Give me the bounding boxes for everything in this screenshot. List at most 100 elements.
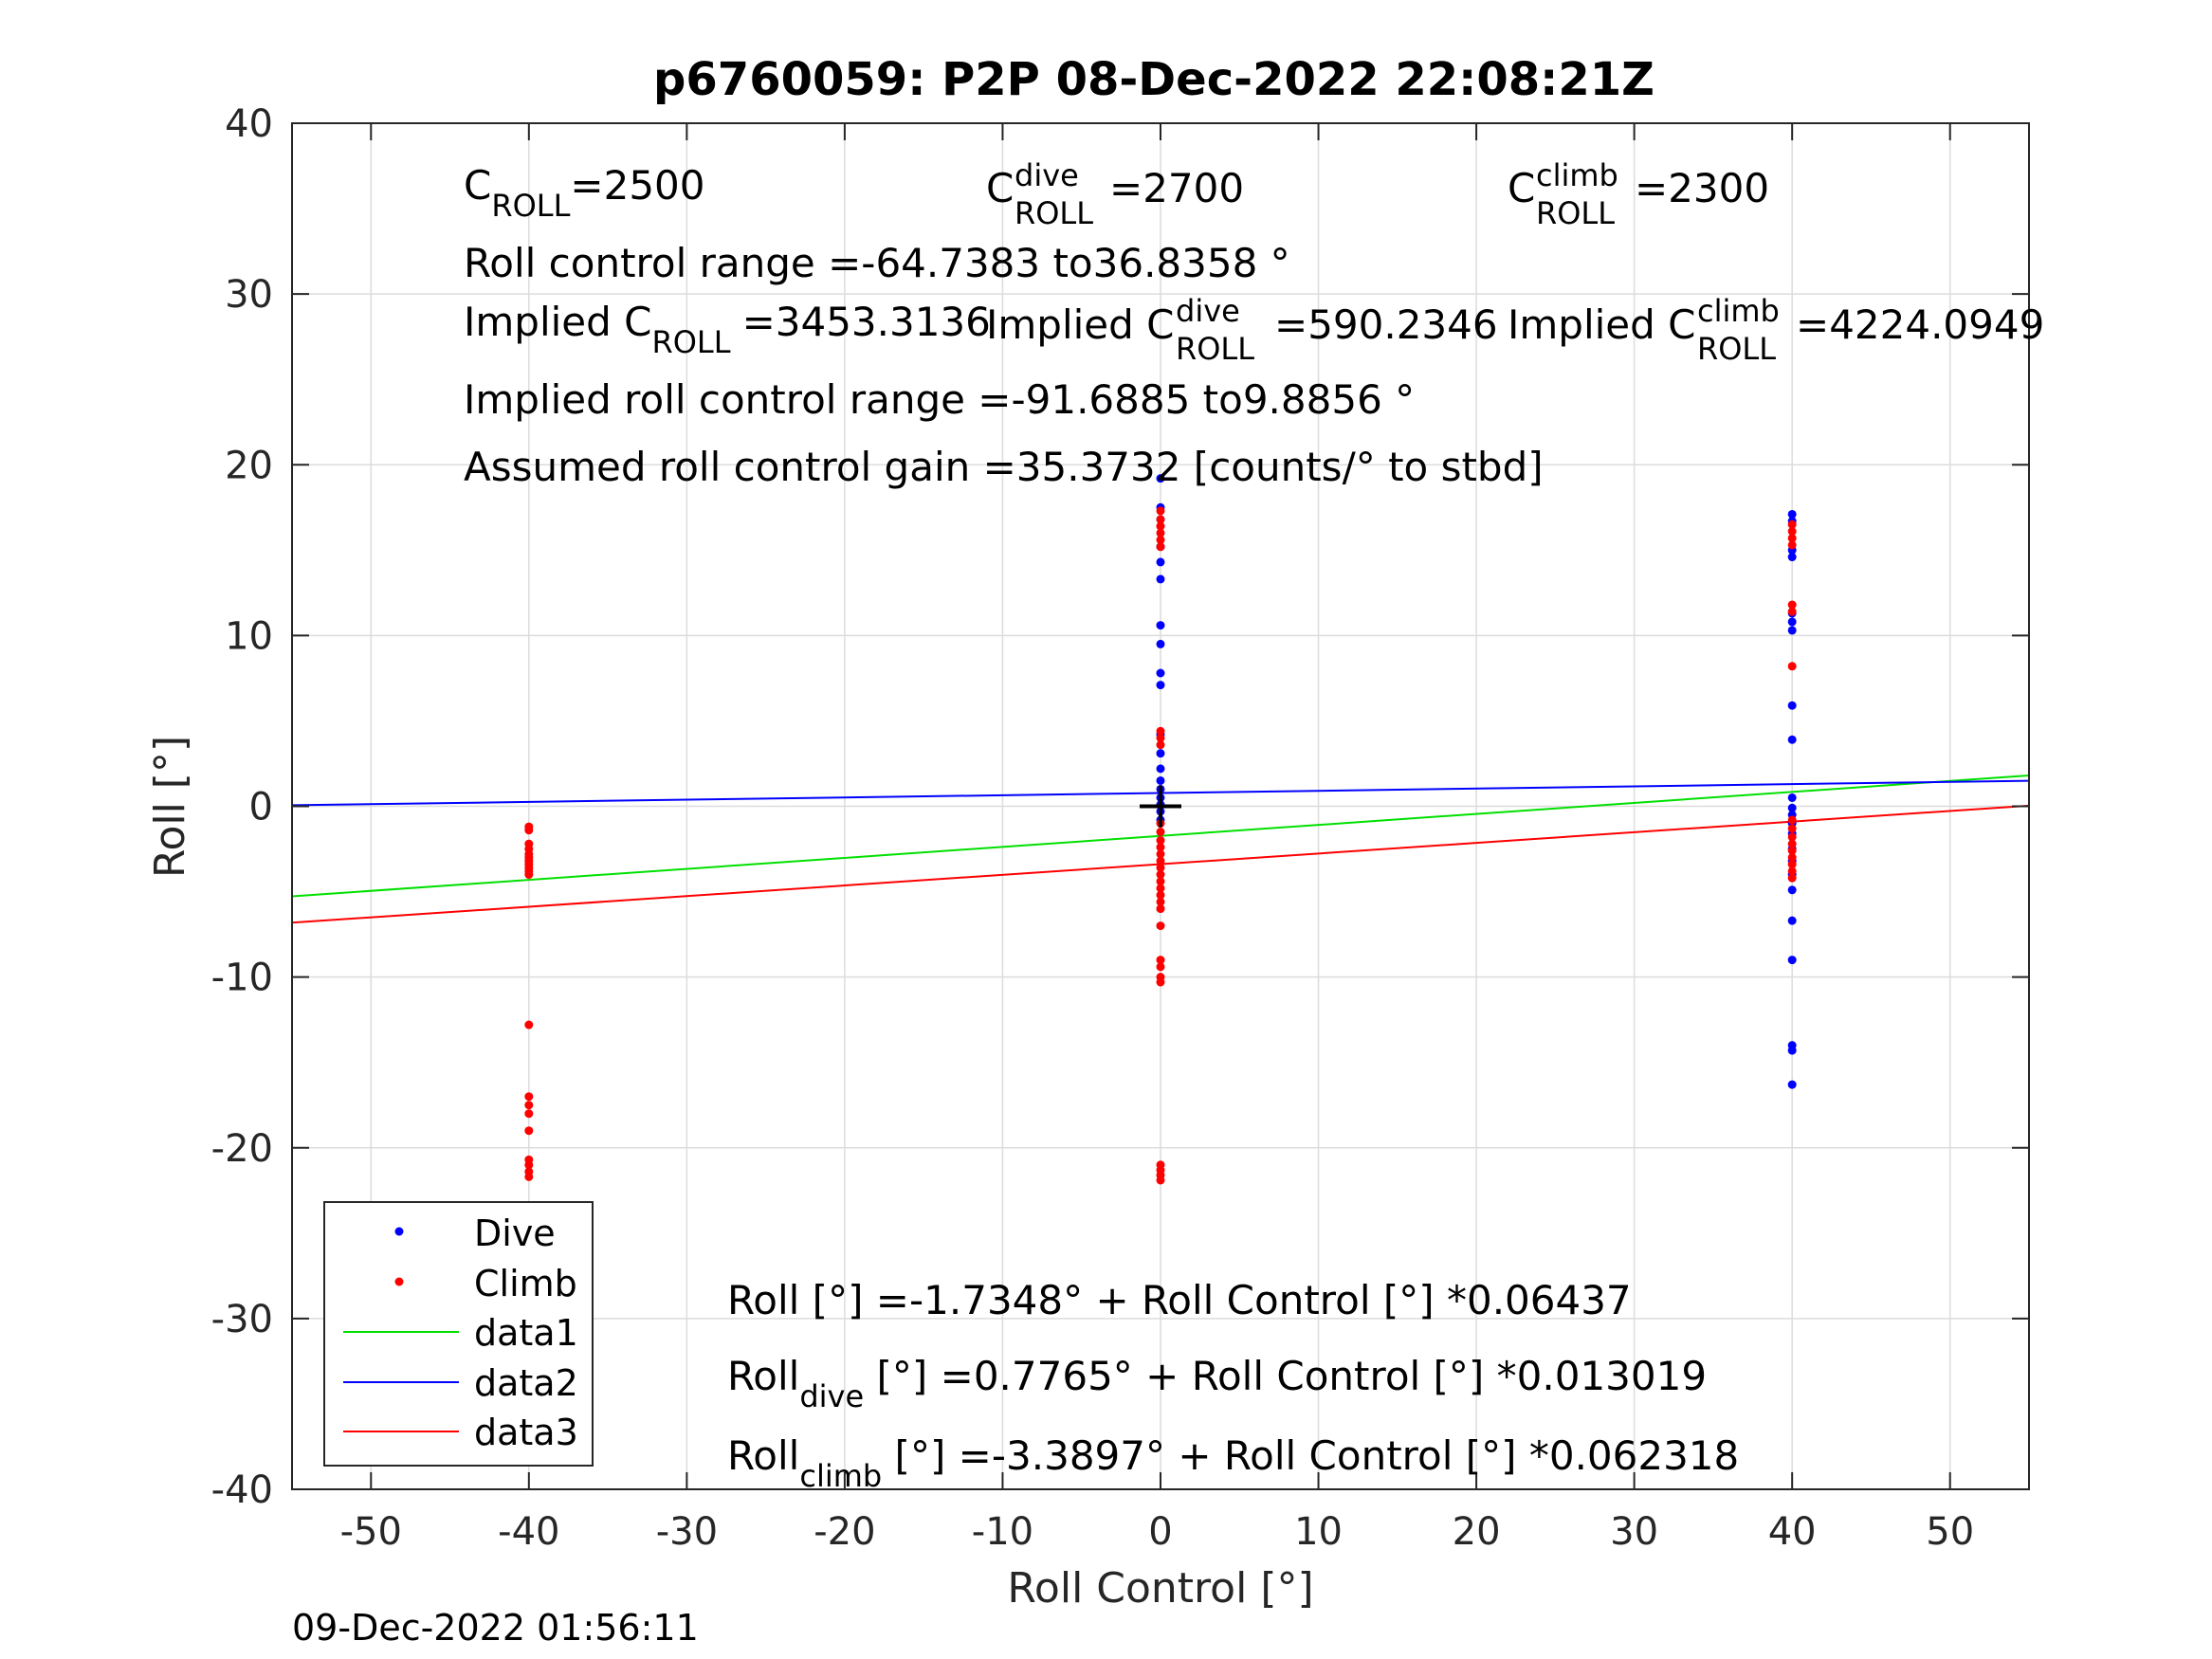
y-tick-label: 10 <box>225 614 273 658</box>
dive-point <box>1787 617 1797 627</box>
climb-point <box>1156 740 1165 750</box>
climb-point <box>1156 733 1165 742</box>
implied-c-roll-dive-annotation: Implied C dive ROLL =590.2346 <box>986 284 1498 369</box>
climb-point <box>1787 853 1797 863</box>
x-tick-label: -50 <box>340 1510 402 1554</box>
dive-point <box>1787 803 1797 812</box>
x-axis-label: Roll Control [°] <box>1007 1564 1313 1613</box>
climb-point <box>524 826 534 835</box>
climb-point <box>1787 846 1797 855</box>
climb-point <box>1787 607 1797 616</box>
climb-point <box>524 1160 534 1170</box>
climb-point <box>1787 866 1797 876</box>
chart-title: p6760059: P2P 08-Dec-2022 22:08:21Z <box>653 53 1654 106</box>
climb-point <box>1156 515 1165 524</box>
climb-point <box>1156 897 1165 906</box>
dive-point <box>1156 775 1165 785</box>
c-roll-dive-annotation: C dive ROLL =2700 <box>986 149 1244 233</box>
dive-point <box>1156 557 1165 567</box>
y-tick-label: -20 <box>211 1127 273 1171</box>
implied-c-roll-climb-annotation: Implied C climb ROLL =4224.0949 <box>1508 284 2044 369</box>
dive-point <box>1156 668 1165 678</box>
climb-point <box>1156 1176 1165 1185</box>
x-tick-label: -10 <box>972 1510 1033 1554</box>
y-tick-label: -40 <box>211 1468 273 1512</box>
climb-point <box>524 1092 534 1102</box>
climb-point <box>1156 828 1165 837</box>
dive-point <box>1787 553 1797 562</box>
x-tick-label: -40 <box>498 1510 559 1554</box>
climb-point <box>1156 884 1165 893</box>
climb-point <box>1787 600 1797 610</box>
climb-point <box>1787 839 1797 848</box>
climb-point <box>524 1109 534 1119</box>
c-roll-annotation: CROLL=2500 <box>464 162 704 224</box>
climb-point <box>524 1172 534 1181</box>
climb-point <box>1156 849 1165 859</box>
climb-point <box>1787 534 1797 543</box>
footer-timestamp: 09-Dec-2022 01:56:11 <box>292 1607 699 1649</box>
y-tick-label: 0 <box>249 786 273 830</box>
climb-point <box>1787 526 1797 536</box>
legend-data2-label: data2 <box>474 1362 578 1404</box>
climb-point <box>1787 860 1797 869</box>
climb-point <box>1156 870 1165 880</box>
x-tick-label: -30 <box>656 1510 718 1554</box>
legend-dive-label: Dive <box>474 1212 556 1254</box>
legend-box <box>323 1201 594 1467</box>
climb-point <box>1787 832 1797 842</box>
y-tick-labels: -40 -30 -20 -10 0 10 20 30 40 <box>211 102 273 1512</box>
y-tick-label: 30 <box>225 273 273 317</box>
climb-point <box>1787 662 1797 671</box>
y-tick-label: 40 <box>225 102 273 146</box>
climb-point <box>1156 921 1165 931</box>
dive-point <box>1156 681 1165 690</box>
climb-point <box>524 1126 534 1136</box>
implied-roll-control-range-annotation: Implied roll control range =-91.6885 to9… <box>464 376 1415 423</box>
dive-point <box>1156 749 1165 758</box>
climb-point <box>1156 904 1165 914</box>
legend: Dive Climb data1 data2 data3 <box>323 1201 594 1467</box>
climb-point <box>524 870 534 880</box>
x-tick-label: 30 <box>1610 1510 1658 1554</box>
climb-point <box>1156 856 1165 866</box>
roll-control-range-annotation: Roll control range =-64.7383 to36.8358 ° <box>464 240 1290 286</box>
climb-point <box>1156 528 1165 538</box>
climb-point <box>1156 836 1165 846</box>
climb-point <box>1156 956 1165 965</box>
fit-dive-annotation: Rolldive [°] =0.7765° + Roll Control [°]… <box>727 1353 1707 1414</box>
climb-point <box>1156 977 1165 987</box>
dive-point <box>1787 885 1797 895</box>
climb-point <box>1787 815 1797 825</box>
legend-data3-label: data3 <box>474 1412 578 1453</box>
implied-c-roll-annotation: Implied CROLL =3453.3136 <box>464 299 991 360</box>
climb-point <box>1156 542 1165 552</box>
legend-climb-marker <box>394 1277 404 1286</box>
x-tick-label: 0 <box>1148 1510 1172 1554</box>
dive-point <box>1787 956 1797 965</box>
dive-point <box>1787 1046 1797 1055</box>
dive-point <box>1156 621 1165 630</box>
legend-dive-marker <box>394 1227 404 1236</box>
climb-point <box>1787 873 1797 883</box>
climb-point <box>1787 520 1797 529</box>
dive-point <box>1787 626 1797 635</box>
dive-point <box>1156 474 1165 483</box>
x-tick-label: 50 <box>1926 1510 1974 1554</box>
fit-all-annotation: Roll [°] =-1.7348° + Roll Control [°] *0… <box>727 1277 1632 1323</box>
x-tick-label: 40 <box>1768 1510 1817 1554</box>
climb-point <box>1156 726 1165 736</box>
climb-point <box>1156 890 1165 900</box>
climb-point <box>1156 877 1165 886</box>
climb-point <box>1156 506 1165 516</box>
climb-point <box>1156 536 1165 545</box>
dive-point <box>1156 639 1165 648</box>
climb-point <box>1787 824 1797 833</box>
y-tick-label: -10 <box>211 957 273 1000</box>
climb-point <box>1787 540 1797 550</box>
dive-point <box>1787 1080 1797 1089</box>
climb-point <box>1156 521 1165 531</box>
c-roll-climb-annotation: C climb ROLL =2300 <box>1508 149 1769 233</box>
climb-point <box>524 1101 534 1110</box>
x-tick-label: 10 <box>1294 1510 1343 1554</box>
